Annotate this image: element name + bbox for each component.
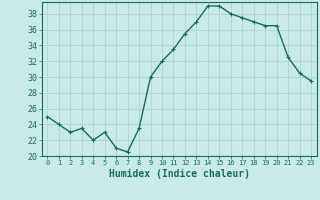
X-axis label: Humidex (Indice chaleur): Humidex (Indice chaleur) (109, 169, 250, 179)
